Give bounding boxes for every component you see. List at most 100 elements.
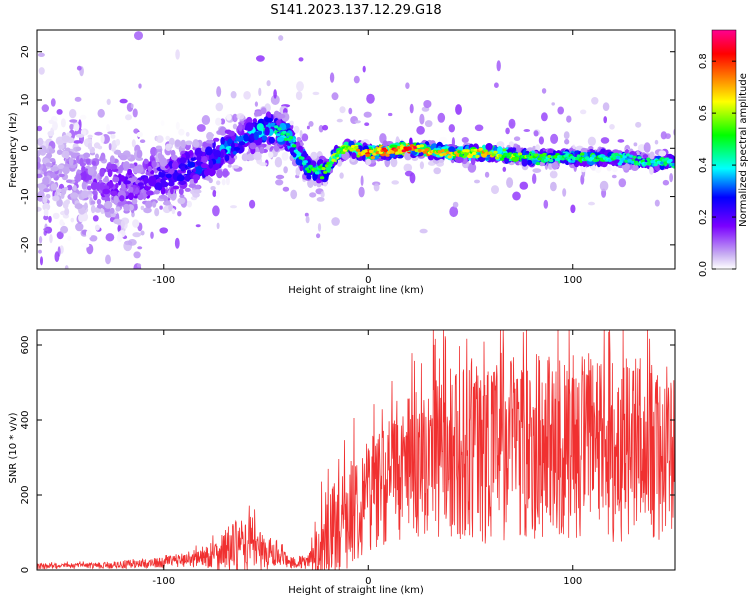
spectrogram-cell (75, 173, 82, 182)
spectrogram-cell (195, 184, 201, 191)
spectrogram-speckle (130, 103, 134, 109)
spectrogram-cell (74, 203, 83, 210)
spectrogram-cell (235, 136, 244, 142)
spectrogram-cell (82, 170, 87, 181)
spectrogram-core (413, 145, 418, 149)
spectrogram-core (665, 157, 670, 161)
spectrogram-core (575, 157, 580, 161)
spectrogram-cell (183, 176, 190, 181)
spectrogram-speckle (588, 146, 594, 150)
spectrogram-cell (37, 161, 41, 170)
spectrogram-speckle (309, 192, 317, 198)
spectrogram-cell (90, 204, 96, 214)
spectrogram-core (635, 162, 640, 166)
spectrogram-cell (123, 203, 130, 212)
spectrogram-cell (179, 194, 185, 199)
spectrogram-core (274, 125, 279, 129)
spectrogram-cell (538, 161, 546, 167)
spectrogram-y-ticks: -20 -10 0 10 20 (20, 45, 675, 253)
spectrogram-speckle (562, 188, 567, 197)
spectrogram-cell (52, 121, 58, 131)
spectrogram-speckle (215, 102, 224, 112)
spectrogram-cell (245, 122, 254, 132)
spectrogram-cell (151, 160, 157, 168)
spectrogram-cell (649, 166, 654, 175)
spectrogram-cell (310, 151, 318, 160)
spectrogram-cell (281, 151, 289, 161)
spectrogram-cell (351, 152, 357, 160)
spectrogram-cell (81, 181, 87, 190)
spectrogram-cell (220, 136, 225, 145)
spectrogram-speckle (491, 185, 499, 195)
spectrogram-speckle (274, 156, 283, 168)
spectrogram-speckle (366, 93, 375, 104)
spectrogram-speckle (505, 127, 510, 135)
spectrogram-speckle (273, 89, 277, 99)
spectrogram-cell (56, 149, 63, 155)
spectrogram-core (671, 163, 675, 167)
spectrogram-cell (120, 183, 126, 190)
spectrogram-cell (85, 229, 92, 239)
spectrogram-cell (131, 198, 138, 205)
spectrogram-speckle (331, 217, 340, 226)
spectrogram-speckle (533, 130, 539, 137)
spectrogram-core (470, 148, 475, 152)
spectrogram-cell (123, 180, 131, 185)
spectrogram-speckle (566, 115, 572, 123)
spectrogram-cell (116, 233, 123, 243)
spectrogram-speckle (506, 177, 514, 189)
spectrogram-cell (42, 202, 51, 211)
spectrogram-cell (96, 204, 104, 209)
spectrogram-speckle (635, 121, 642, 128)
spectrogram-core (534, 153, 539, 157)
spectrogram-cell (165, 135, 170, 141)
spectrogram-core (629, 154, 634, 158)
spectrogram-cell (46, 152, 53, 159)
spectrogram-speckle (662, 179, 670, 186)
spectrogram-speckle (588, 201, 595, 206)
spectrogram-speckle (50, 98, 56, 107)
spectrogram-cell (277, 113, 286, 119)
snr-frame (36, 329, 676, 571)
spectrogram-speckle (175, 49, 180, 60)
spectrogram-cell (225, 176, 230, 186)
spectrogram-speckle (143, 207, 152, 214)
spectrogram-core (300, 156, 305, 160)
spectrogram-speckle (316, 197, 325, 202)
spectrogram-core (321, 167, 326, 171)
spectrogram-cell (312, 172, 318, 181)
spectrogram-speckle (304, 212, 309, 217)
spectrogram-cell (170, 154, 178, 161)
spectrogram-cell (160, 178, 166, 185)
spectrogram-speckle (308, 121, 314, 127)
spectrogram-speckle (452, 201, 459, 208)
spectrogram-cell (261, 135, 268, 141)
spectrogram-cell (253, 110, 263, 117)
spectrogram-speckle (423, 100, 432, 108)
spectrogram-cell (120, 220, 125, 229)
spectrogram-core (419, 144, 424, 148)
spectrogram-core (445, 151, 451, 155)
spectrogram-core (472, 151, 477, 155)
spectrogram-x-axis-label: Height of straight line (km) (288, 285, 424, 296)
y-tick-label: 600 (20, 335, 31, 354)
spectrogram-cell (135, 164, 144, 174)
spectrogram-core (418, 148, 423, 153)
spectrogram-speckle (523, 129, 531, 132)
spectrogram-speckle (541, 88, 547, 94)
spectrogram-speckle (602, 102, 610, 111)
x-tick-label: 100 (563, 275, 582, 286)
spectrogram-speckle (513, 136, 521, 141)
spectrogram-cell (224, 154, 230, 162)
y-tick-label: 0 (20, 145, 31, 151)
spectrogram-cell (81, 190, 89, 199)
spectrogram-cell (72, 185, 77, 191)
spectrogram-cell (630, 164, 639, 171)
spectrogram-cell (612, 165, 618, 173)
spectrogram-cell (257, 130, 263, 136)
spectrogram-core (591, 154, 596, 158)
colorbar-tick-label: 0.4 (698, 157, 709, 173)
spectrogram-core (277, 127, 282, 131)
spectrogram-speckle (329, 72, 335, 83)
spectrogram-cell (59, 219, 64, 226)
